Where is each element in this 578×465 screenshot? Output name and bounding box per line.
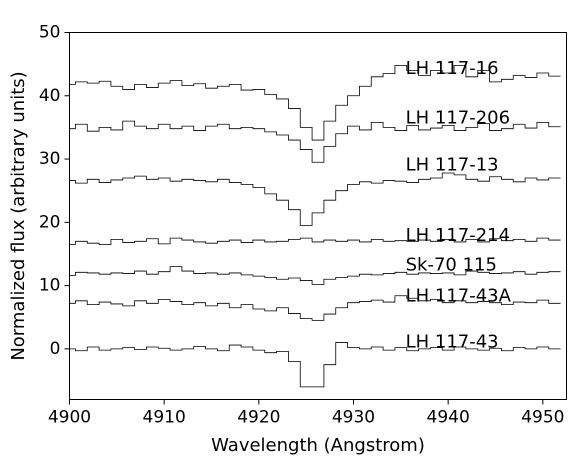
series-labels: LH 117-16 LH 117-206 LH 117-13 LH 117-214 Sk…	[406, 58, 512, 352]
plot-frame	[69, 32, 567, 400]
series-label: LH 117-214	[406, 225, 511, 246]
y-tick-label: 40	[39, 86, 61, 106]
spectrum-line	[69, 237, 561, 245]
x-axis: 4900 4910 4920 4930 4940 4950	[48, 399, 564, 428]
series-label: LH 117-43	[406, 332, 499, 353]
y-tick-label: 30	[39, 149, 61, 169]
x-tick-label: 4900	[48, 408, 91, 428]
spectrum-line	[69, 65, 561, 141]
series-label: LH 117-13	[406, 154, 499, 175]
spectrum-line	[69, 342, 561, 388]
plot-area	[69, 65, 561, 388]
x-tick-label: 4920	[237, 408, 280, 428]
y-tick-label: 10	[39, 276, 61, 296]
series-label: LH 117-206	[406, 108, 511, 129]
y-axis-label: Normalized flux (arbitrary units)	[8, 71, 29, 360]
y-axis: 0 10 20 30 40 50	[39, 23, 70, 359]
x-tick-label: 4940	[427, 408, 470, 428]
x-axis-label: Wavelength (Angstrom)	[211, 435, 425, 456]
spectrum-line	[69, 120, 561, 163]
x-tick-label: 4930	[332, 408, 375, 428]
spectrum-line	[69, 295, 561, 321]
series-label: Sk-70 115	[406, 254, 497, 275]
x-tick-label: 4950	[521, 408, 564, 428]
spectrum-line	[69, 266, 561, 285]
y-tick-label: 0	[50, 339, 61, 359]
spectrum-line	[69, 172, 561, 226]
y-tick-label: 20	[39, 212, 61, 232]
series-label: LH 117-43A	[406, 285, 512, 306]
y-tick-label: 50	[39, 23, 61, 43]
x-tick-label: 4910	[143, 408, 186, 428]
series-label: LH 117-16	[406, 58, 499, 79]
